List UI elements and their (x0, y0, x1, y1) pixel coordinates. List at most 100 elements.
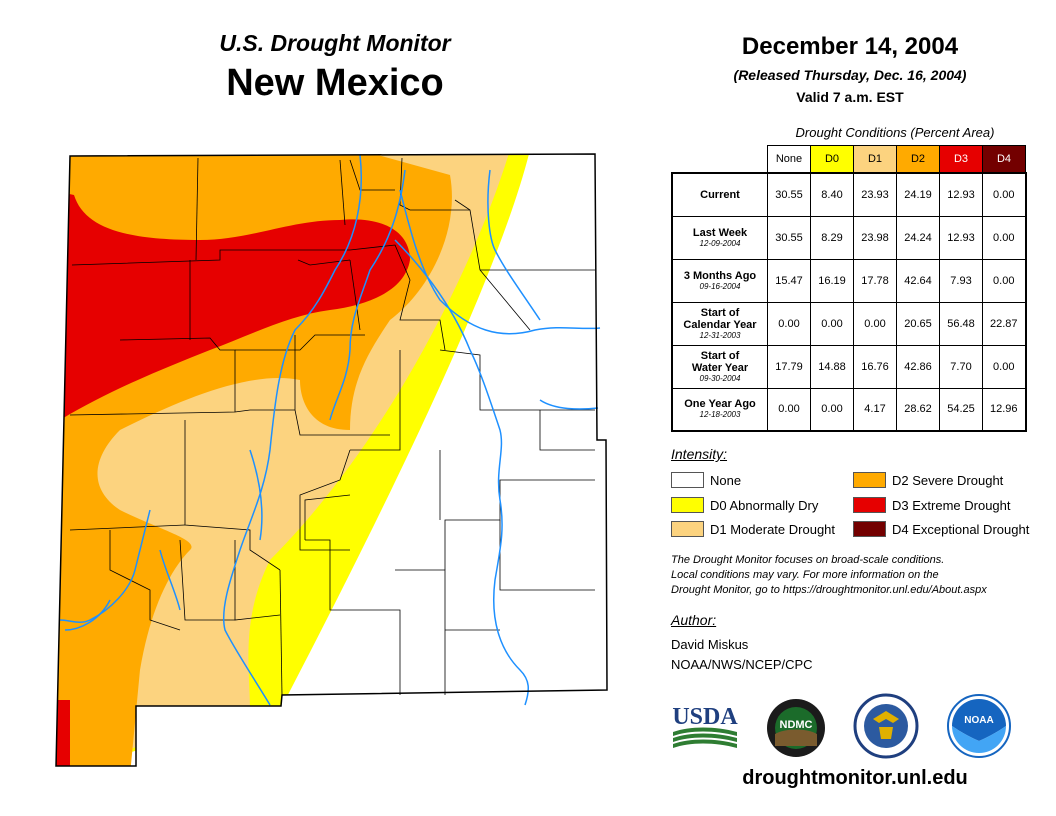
header-cell: D1 (853, 145, 897, 174)
row-label: One Year Ago 12-18-2003 (671, 387, 768, 432)
row-label-text: Last Week (692, 226, 748, 239)
d3-area-southwest (56, 700, 70, 766)
legend-swatch (853, 472, 886, 488)
noaa-logo: NOAA (947, 694, 1011, 758)
legend-item-d1: D1 Moderate Drought (671, 521, 835, 537)
row-label: Start of Calendar Year 12-31-2003 (671, 301, 768, 346)
table-cell: 14.88 (810, 344, 854, 389)
table-cell: 16.19 (810, 258, 854, 303)
row-label: Start of Water Year 09-30-2004 (671, 344, 768, 389)
row-date: 09-30-2004 (699, 373, 741, 383)
table-row: Last Week 12-09-2004 30.55 8.29 23.98 24.… (671, 215, 1027, 260)
usda-logo-text: USDA (672, 704, 738, 730)
table-cell: 0.00 (853, 301, 897, 346)
header-cell: D4 (982, 145, 1026, 174)
drought-area-layer (56, 154, 607, 766)
legend-label: D4 Exceptional Drought (892, 521, 1030, 537)
table-cell: 0.00 (982, 215, 1027, 260)
row-label-text: Current (700, 188, 740, 201)
table-cell: 12.96 (982, 387, 1027, 432)
table-cell: 7.93 (939, 258, 983, 303)
table-row: Start of Calendar Year 12-31-2003 0.00 0.0… (671, 301, 1027, 346)
table-cell: 0.00 (982, 172, 1027, 217)
row-label: 3 Months Ago 09-16-2004 (671, 258, 768, 303)
table-cell: 28.62 (896, 387, 940, 432)
legend-swatch (671, 472, 704, 488)
table-cell: 12.93 (939, 215, 983, 260)
disclaimer-note: The Drought Monitor focuses on broad-sca… (671, 553, 1046, 598)
table-cell: 24.24 (896, 215, 940, 260)
rivers (59, 154, 601, 706)
table-cell: 20.65 (896, 301, 940, 346)
table-cell: 0.00 (767, 301, 811, 346)
legend-label: D0 Abnormally Dry (710, 497, 819, 513)
table-cell: 8.29 (810, 215, 854, 260)
legend-item-none: None (671, 472, 741, 488)
table-row: 3 Months Ago 09-16-2004 15.47 16.19 17.78… (671, 258, 1027, 303)
drought-conditions-table: None D0 D1 D2 D3 D4 Current 30.55 8.40 2… (671, 145, 1027, 432)
table-cell: 23.93 (853, 172, 897, 217)
author-org: NOAA/NWS/NCEP/CPC (671, 657, 813, 672)
table-cell: 54.25 (939, 387, 983, 432)
row-label-text: 3 Months Ago (683, 269, 757, 282)
row-label-text: Start of (700, 349, 740, 362)
legend-item-d4: D4 Exceptional Drought (853, 521, 1029, 537)
table-cell: 56.48 (939, 301, 983, 346)
release-date: (Released Thursday, Dec. 16, 2004) (733, 67, 967, 83)
row-label-text-2: Water Year (691, 361, 749, 374)
row-label-text: One Year Ago (684, 398, 756, 411)
drought-map (55, 153, 608, 767)
author-title: Author: (671, 612, 717, 628)
header-cell: D3 (939, 145, 983, 174)
map-subtitle: U.S. Drought Monitor (219, 30, 451, 56)
legend-title: Intensity: (671, 446, 728, 462)
legend-item-d2: D2 Severe Drought (853, 472, 1003, 488)
note-line: Local conditions may vary. For more info… (671, 569, 939, 581)
noaa-logo-text: NOAA (964, 715, 993, 726)
legend-label: D2 Severe Drought (892, 472, 1004, 488)
row-label: Last Week 12-09-2004 (671, 215, 768, 260)
legend-label: D3 Extreme Drought (892, 497, 1011, 513)
table-cell: 22.87 (982, 301, 1027, 346)
note-line: Drought Monitor, go to https://droughtmo… (671, 584, 987, 596)
legend-swatch (671, 521, 704, 537)
table-cell: 4.17 (853, 387, 897, 432)
table-cell: 30.55 (767, 172, 811, 217)
table-row: Current 30.55 8.40 23.93 24.19 12.93 0.0… (671, 172, 1027, 217)
website-url[interactable]: droughtmonitor.unl.edu (742, 767, 968, 789)
row-date: 12-18-2003 (699, 410, 741, 420)
state-outline (55, 153, 608, 767)
header-cell: D2 (896, 145, 940, 174)
legend-swatch (853, 497, 886, 513)
table-row: One Year Ago 12-18-2003 0.00 0.00 4.17 28… (671, 387, 1027, 432)
header-cell: None (767, 145, 811, 174)
commerce-seal-logo (853, 693, 919, 759)
usda-logo: USDA (672, 704, 738, 748)
table-cell: 0.00 (767, 387, 811, 432)
state-title: New Mexico (226, 62, 444, 104)
valid-time: Valid 7 a.m. EST (796, 89, 904, 105)
table-caption: Drought Conditions (Percent Area) (795, 125, 995, 140)
row-date: 12-31-2003 (699, 330, 741, 340)
row-label: Current (671, 172, 768, 217)
table-cell: 0.00 (982, 258, 1027, 303)
author-name: David Miskus (671, 637, 749, 652)
table-cell: 7.70 (939, 344, 983, 389)
table-cell: 15.47 (767, 258, 811, 303)
row-label-text-2: Calendar Year (683, 318, 757, 331)
header-cell: D0 (810, 145, 854, 174)
table-cell: 12.93 (939, 172, 983, 217)
ndmc-logo-text: NDMC (780, 719, 813, 731)
legend-item-d0: D0 Abnormally Dry (671, 497, 818, 513)
note-line: The Drought Monitor focuses on broad-sca… (671, 554, 945, 566)
legend-item-d3: D3 Extreme Drought (853, 497, 1011, 513)
legend-swatch (671, 497, 704, 513)
row-date: 12-09-2004 (699, 238, 741, 248)
table-cell: 0.00 (982, 344, 1027, 389)
table-cell: 0.00 (810, 301, 854, 346)
table-cell: 42.86 (896, 344, 940, 389)
table-header-row: None D0 D1 D2 D3 D4 (672, 145, 1026, 174)
legend-label: None (710, 472, 742, 488)
row-date: 09-16-2004 (699, 281, 741, 291)
valid-date: December 14, 2004 (741, 33, 959, 60)
